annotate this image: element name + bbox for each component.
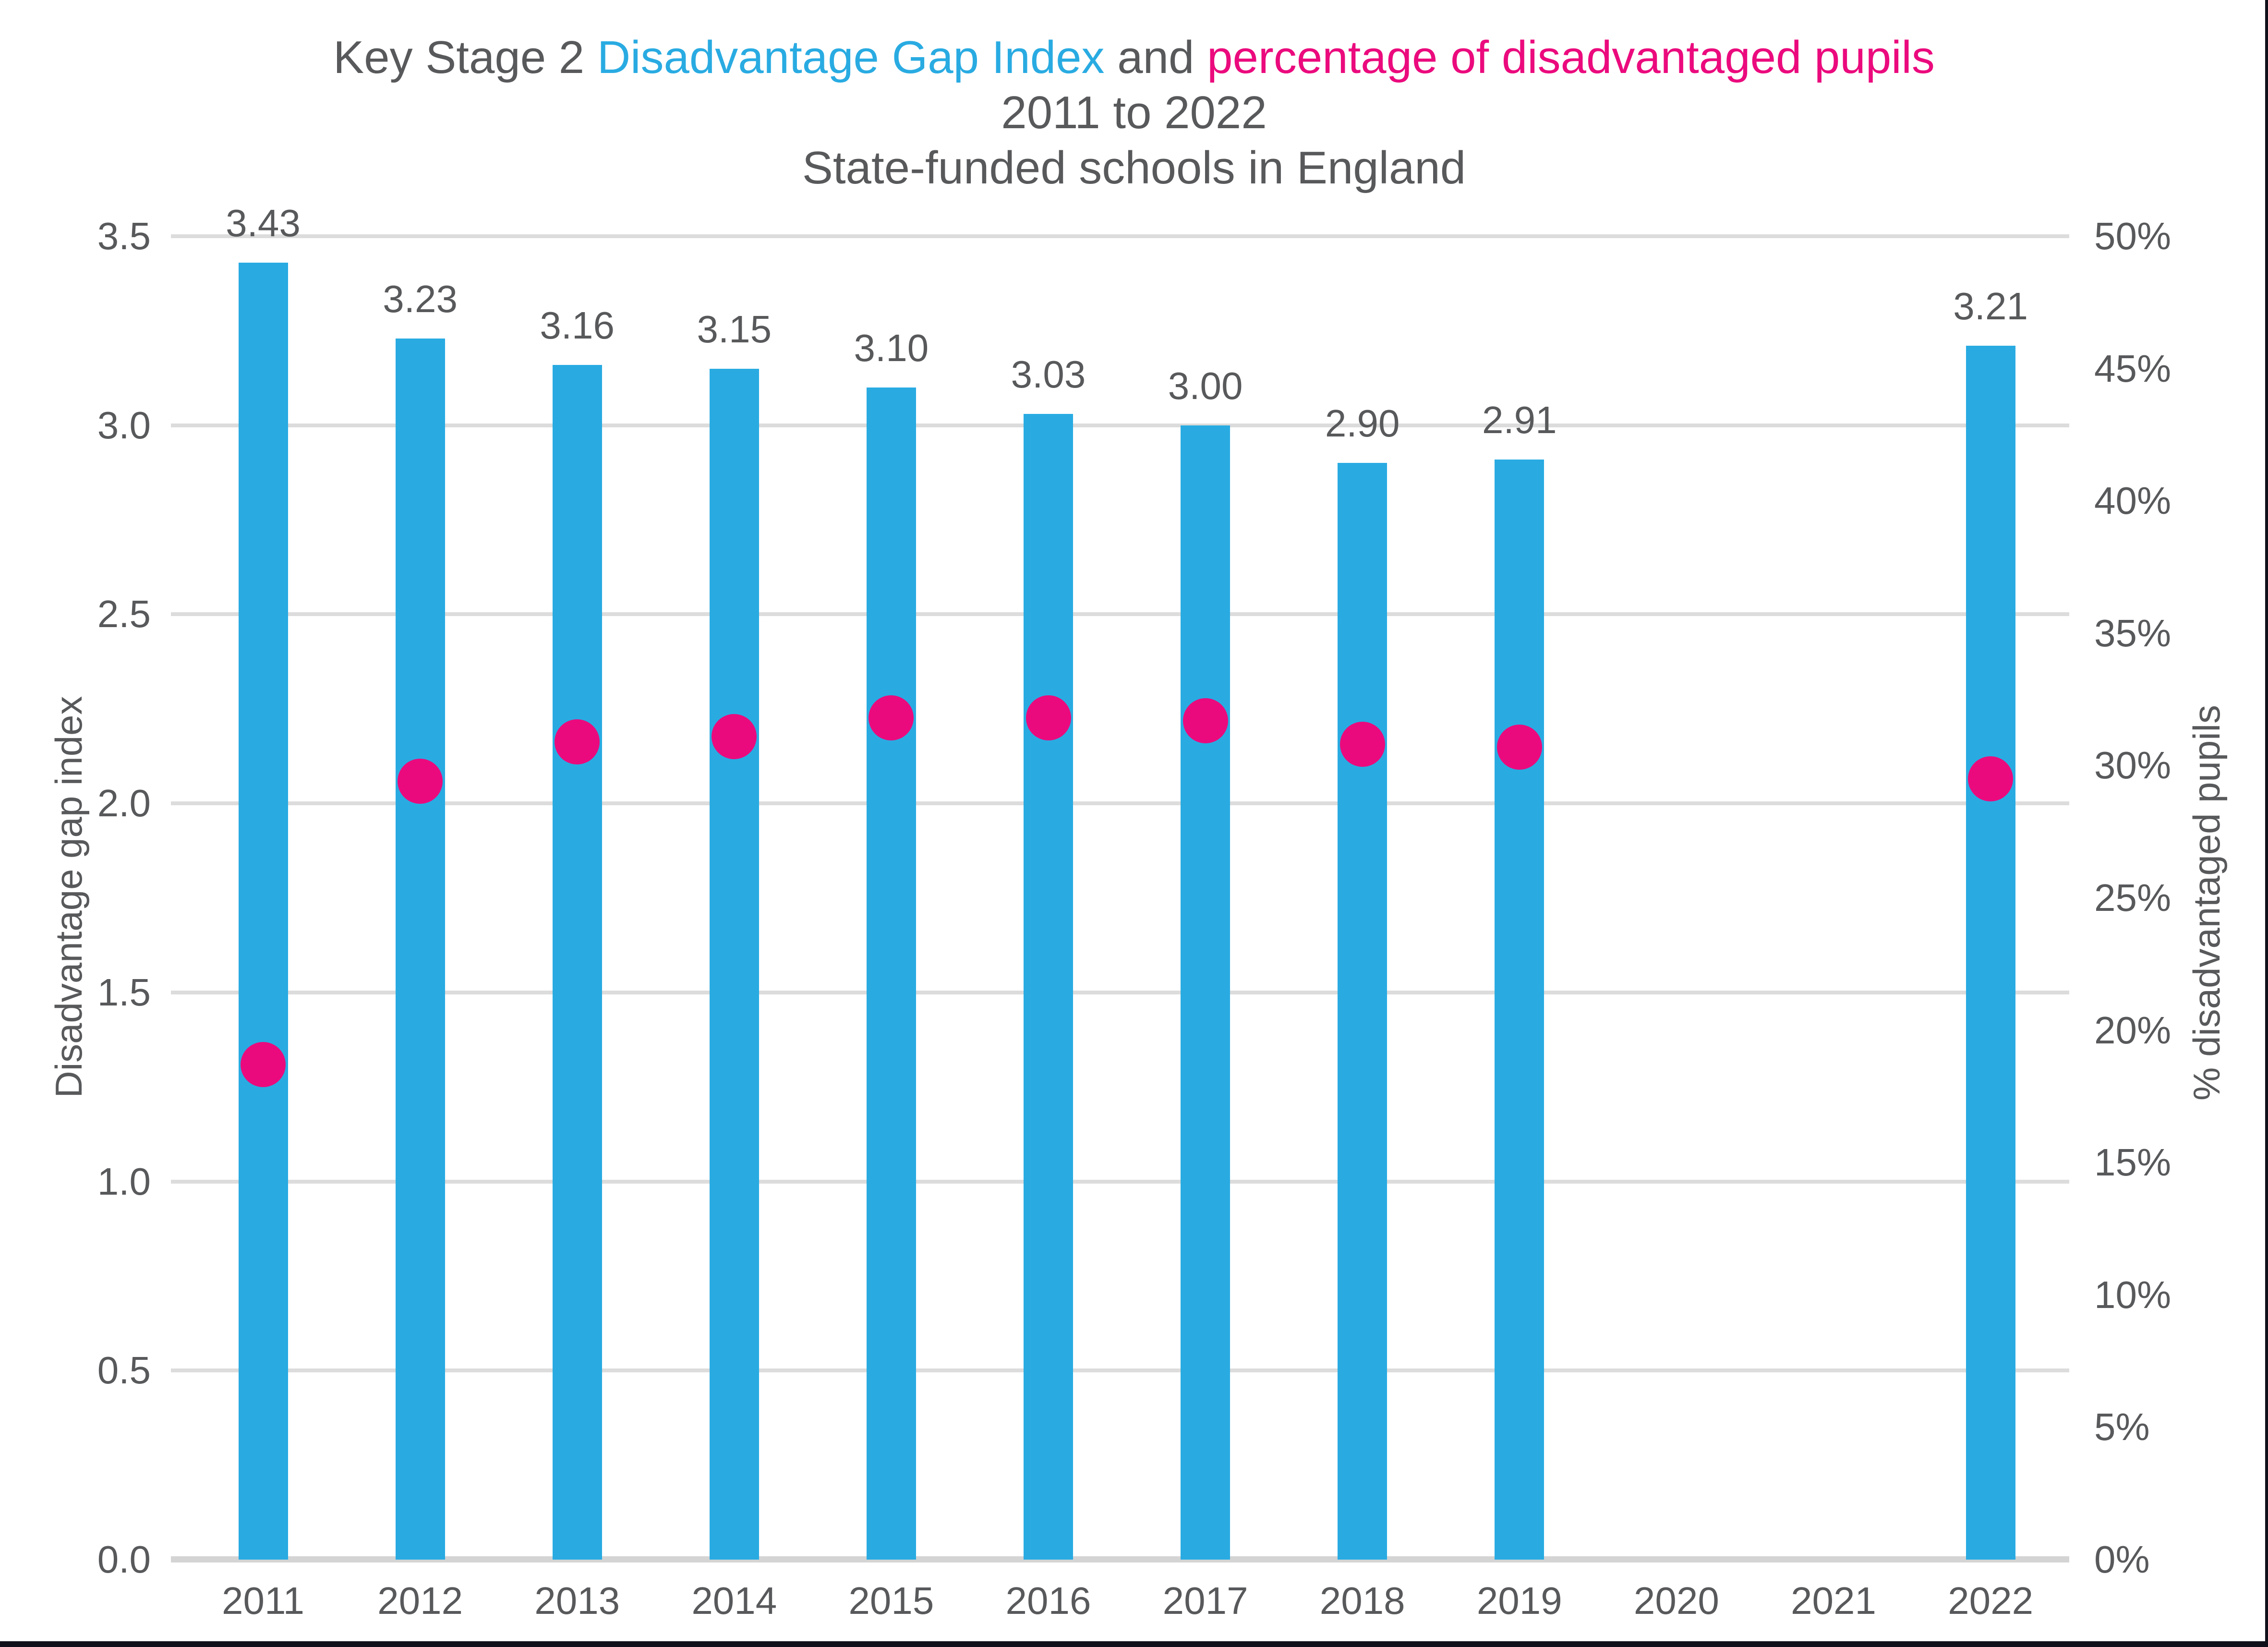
bar-value-label-2022: 3.21 (1953, 285, 2028, 328)
chart-title-line3: State-funded schools in England (802, 142, 1466, 194)
bar-value-label-2016: 3.03 (1011, 353, 1086, 396)
bar-value-label-2011: 3.43 (226, 202, 301, 245)
title-segment-2: and (1104, 32, 1207, 83)
gridline-2.5 (171, 612, 2069, 617)
bar-2014 (709, 368, 759, 1560)
dot-2017 (1182, 698, 1228, 743)
gridline-2.0 (171, 801, 2069, 806)
left-axis-tick-3.5: 3.5 (97, 215, 151, 257)
left-axis-tick-2.5: 2.5 (97, 593, 151, 636)
dot-2011 (241, 1042, 286, 1088)
dot-2015 (869, 695, 914, 741)
right-axis-tick-45%: 45% (2094, 347, 2171, 390)
right-border-line (2265, 0, 2268, 1647)
left-axis-tick-2.0: 2.0 (97, 782, 151, 825)
right-axis-tick-30%: 30% (2094, 744, 2171, 787)
title-segment-0: Key Stage 2 (333, 32, 597, 83)
x-axis-label-2015: 2015 (848, 1579, 934, 1622)
left-axis-title: Disadvantage gap index (48, 696, 90, 1098)
gridline-1.5 (171, 990, 2069, 994)
bar-2018 (1338, 463, 1387, 1560)
x-axis-label-2011: 2011 (221, 1579, 305, 1622)
bar-2013 (552, 364, 602, 1560)
right-axis-tick-40%: 40% (2094, 479, 2171, 522)
gridline-0.5 (171, 1368, 2069, 1373)
bar-2011 (238, 263, 288, 1560)
right-axis-tick-50%: 50% (2094, 215, 2171, 257)
x-axis-label-2014: 2014 (691, 1579, 777, 1622)
bar-value-label-2018: 2.90 (1325, 402, 1400, 445)
right-axis-tick-20%: 20% (2094, 1008, 2171, 1052)
bar-2012 (395, 338, 445, 1560)
x-axis-label-2012: 2012 (377, 1579, 463, 1622)
left-axis-tick-3.0: 3.0 (97, 403, 151, 447)
chart-title-line2: 2011 to 2022 (1001, 87, 1267, 138)
dot-2016 (1025, 695, 1071, 741)
left-axis-tick-1.5: 1.5 (97, 970, 151, 1014)
bar-2016 (1024, 414, 1073, 1560)
bar-value-label-2012: 3.23 (383, 277, 458, 320)
left-axis-tick-1.0: 1.0 (97, 1160, 151, 1203)
x-axis-label-2013: 2013 (534, 1579, 620, 1622)
x-axis-label-2018: 2018 (1319, 1579, 1405, 1622)
bar-value-label-2014: 3.15 (697, 307, 772, 351)
left-axis-tick-0.0: 0.0 (97, 1538, 151, 1581)
right-axis-tick-15%: 15% (2094, 1141, 2171, 1184)
right-axis-tick-0%: 0% (2094, 1538, 2150, 1581)
bar-2017 (1181, 425, 1231, 1560)
x-axis-label-2021: 2021 (1791, 1579, 1876, 1622)
gridline-0.0 (171, 1556, 2069, 1562)
right-axis-title: % disadvantaged pupils (2185, 705, 2228, 1101)
bar-value-label-2015: 3.10 (854, 326, 929, 369)
right-axis-tick-5%: 5% (2094, 1405, 2150, 1449)
bottom-border-line (0, 1641, 2268, 1647)
dot-2019 (1496, 724, 1542, 770)
x-axis-label-2022: 2022 (1948, 1579, 2034, 1622)
right-axis-tick-35%: 35% (2094, 611, 2171, 654)
dot-2022 (1968, 756, 2014, 801)
dot-2014 (712, 714, 757, 759)
x-axis-label-2019: 2019 (1476, 1579, 1562, 1622)
gridline-3.0 (171, 423, 2069, 427)
title-segment-3: percentage of disadvantaged pupils (1207, 32, 1935, 83)
right-axis-tick-10%: 10% (2094, 1273, 2171, 1316)
x-axis-label-2020: 2020 (1633, 1579, 1719, 1622)
gridline-1.0 (171, 1179, 2069, 1184)
bar-value-label-2019: 2.91 (1482, 398, 1557, 441)
x-axis-label-2016: 2016 (1005, 1579, 1091, 1622)
dot-2012 (398, 759, 443, 804)
plot-area: 0.0 0.5 1.0 1.5 2.0 2.5 3.0 3.5 0% 5% 10% 15% 20% 25%… (97, 204, 2171, 1620)
chart-title-block: Key Stage 2 Disadvantage Gap Index and p… (0, 30, 2268, 195)
dot-2013 (555, 719, 600, 764)
gridline-3.5 (171, 234, 2069, 238)
dot-2018 (1339, 722, 1385, 767)
chart-title-line1: Key Stage 2 Disadvantage Gap Index and p… (0, 30, 2268, 85)
x-axis-label-2017: 2017 (1162, 1579, 1248, 1622)
title-segment-1: Disadvantage Gap Index (597, 32, 1105, 83)
bar-value-label-2017: 3.00 (1168, 364, 1243, 407)
bar-2019 (1495, 459, 1544, 1560)
bar-value-label-2013: 3.16 (540, 303, 615, 347)
bar-2022 (1966, 346, 2015, 1560)
right-axis-tick-25%: 25% (2094, 876, 2171, 919)
bar-2015 (866, 387, 916, 1560)
left-axis-tick-0.5: 0.5 (97, 1349, 151, 1392)
